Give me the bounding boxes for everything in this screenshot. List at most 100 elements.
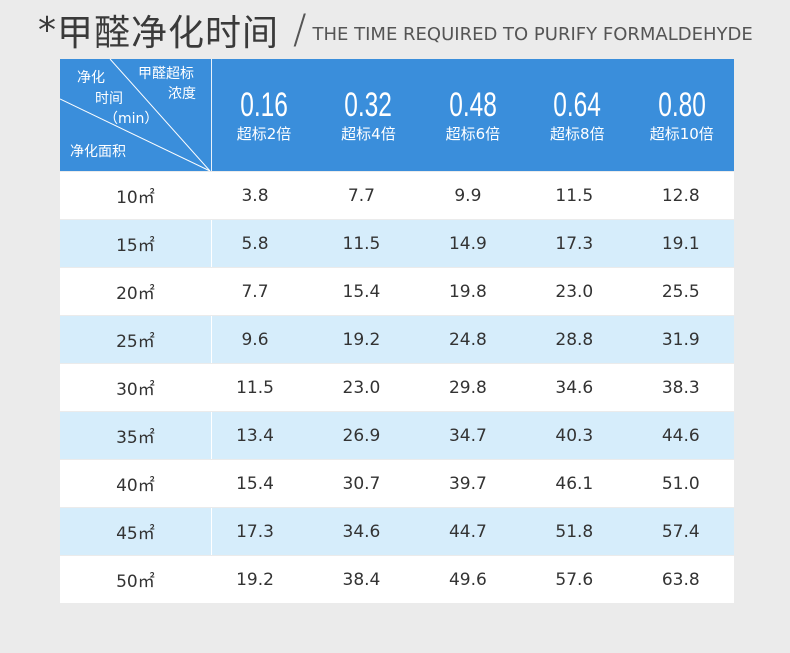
time-value-cell: 11.5 xyxy=(342,233,381,254)
time-value-cell: 3.8 xyxy=(241,185,269,206)
time-value-cell: 11.5 xyxy=(236,377,274,398)
time-value-cell: 17.3 xyxy=(555,233,594,254)
time-value-cell: 38.3 xyxy=(661,377,700,398)
header-col: 0.48 超标6倍 xyxy=(421,59,525,171)
time-value-cell: 13.4 xyxy=(236,425,274,446)
time-value-cell: 30.7 xyxy=(342,473,381,494)
value-cells: 15.4 30.7 39.7 46.1 51.0 xyxy=(212,474,734,494)
time-value-cell: 34.7 xyxy=(448,425,487,446)
header-col: 0.64 超标8倍 xyxy=(525,59,629,171)
table-row: 15㎡ 5.8 11.5 14.9 17.3 19.1 xyxy=(60,219,734,267)
diagonal-lines xyxy=(60,59,211,171)
value-cells: 7.7 15.4 19.8 23.0 25.5 xyxy=(212,282,734,302)
concentration-label-1: 甲醛超标 xyxy=(138,66,194,82)
time-value-cell: 19.2 xyxy=(342,329,381,350)
time-value-cell: 39.7 xyxy=(448,473,487,494)
table-row: 30㎡ 11.5 23.0 29.8 34.6 38.3 xyxy=(60,363,734,411)
time-label-2: 时间 xyxy=(95,91,123,107)
value-cells: 11.5 23.0 29.8 34.6 38.3 xyxy=(212,378,734,398)
time-value-cell: 34.6 xyxy=(555,377,594,398)
time-value-cell: 23.0 xyxy=(342,377,381,398)
time-value-cell: 14.9 xyxy=(448,233,487,254)
area-cell: 35㎡ xyxy=(60,412,212,459)
concentration-label-2: 浓度 xyxy=(168,86,196,102)
time-label-1: 净化 xyxy=(77,70,105,86)
time-value-cell: 19.2 xyxy=(236,569,274,590)
time-value-cell: 24.8 xyxy=(448,329,487,350)
table-row: 10㎡ 3.8 7.7 9.9 11.5 12.8 xyxy=(60,171,734,219)
time-value-cell: 44.7 xyxy=(448,521,487,542)
purification-time-table: 甲醛超标 浓度 净化 时间 （min） 净化面积 0.16 超标2倍 0.32 … xyxy=(60,59,734,603)
value-cells: 17.3 34.6 44.7 51.8 57.4 xyxy=(212,522,734,542)
time-value-cell: 19.8 xyxy=(448,281,487,302)
time-value-cell: 34.6 xyxy=(342,521,381,542)
time-value-cell: 63.8 xyxy=(661,569,700,590)
table-header: 甲醛超标 浓度 净化 时间 （min） 净化面积 0.16 超标2倍 0.32 … xyxy=(60,59,734,171)
table-row: 35㎡ 13.4 26.9 34.7 40.3 44.6 xyxy=(60,411,734,459)
value-cells: 13.4 26.9 34.7 40.3 44.6 xyxy=(212,426,734,446)
table-body: 10㎡ 3.8 7.7 9.9 11.5 12.8 15㎡ 5.8 11.5 14.9 17.3 19… xyxy=(60,171,734,603)
exceed-multiple: 超标2倍 xyxy=(236,125,292,143)
title-english: THE TIME REQUIRED TO PURIFY FORMALDEHYDE xyxy=(312,23,753,45)
concentration-value: 0.64 xyxy=(553,86,602,124)
value-cells: 19.2 38.4 49.6 57.6 63.8 xyxy=(212,570,734,590)
page-title: * 甲醛净化时间 / THE TIME REQUIRED TO PURIFY F… xyxy=(38,6,753,54)
concentration-value: 0.32 xyxy=(344,86,393,124)
area-cell: 45㎡ xyxy=(60,508,212,555)
time-value-cell: 28.8 xyxy=(555,329,594,350)
time-value-cell: 38.4 xyxy=(342,569,381,590)
table-row: 25㎡ 9.6 19.2 24.8 28.8 31.9 xyxy=(60,315,734,363)
area-cell: 40㎡ xyxy=(60,460,212,507)
time-value-cell: 17.3 xyxy=(236,521,274,542)
time-value-cell: 7.7 xyxy=(347,185,375,206)
table-row: 50㎡ 19.2 38.4 49.6 57.6 63.8 xyxy=(60,555,734,603)
header-col: 0.16 超标2倍 xyxy=(212,59,316,171)
table-row: 45㎡ 17.3 34.6 44.7 51.8 57.4 xyxy=(60,507,734,555)
time-value-cell: 19.1 xyxy=(661,233,700,254)
exceed-multiple: 超标10倍 xyxy=(649,125,714,143)
time-value-cell: 51.0 xyxy=(661,473,700,494)
exceed-multiple: 超标4倍 xyxy=(341,125,396,143)
title-chinese: 甲醛净化时间 xyxy=(57,13,280,54)
time-value-cell: 12.8 xyxy=(661,185,700,206)
time-value-cell: 9.9 xyxy=(454,185,482,206)
value-cells: 9.6 19.2 24.8 28.8 31.9 xyxy=(212,330,734,350)
time-value-cell: 9.6 xyxy=(241,329,269,350)
area-cell: 20㎡ xyxy=(60,268,212,315)
time-value-cell: 31.9 xyxy=(661,329,700,350)
time-value-cell: 57.6 xyxy=(555,569,594,590)
time-value-cell: 7.7 xyxy=(241,281,269,302)
exceed-multiple: 超标8倍 xyxy=(550,125,605,143)
header-col: 0.32 超标4倍 xyxy=(316,59,420,171)
time-value-cell: 40.3 xyxy=(555,425,594,446)
time-value-cell: 25.5 xyxy=(661,281,700,302)
time-value-cell: 44.6 xyxy=(661,425,700,446)
title-prefix: * xyxy=(38,9,57,51)
area-label: 净化面积 xyxy=(70,144,126,160)
time-label-3: （min） xyxy=(104,111,159,127)
area-cell: 25㎡ xyxy=(60,316,212,363)
time-value-cell: 46.1 xyxy=(555,473,594,494)
table-row: 40㎡ 15.4 30.7 39.7 46.1 51.0 xyxy=(60,459,734,507)
time-value-cell: 29.8 xyxy=(448,377,487,398)
area-cell: 30㎡ xyxy=(60,364,212,411)
title-separator: / xyxy=(293,7,307,53)
concentration-value: 0.16 xyxy=(240,86,288,124)
time-value-cell: 26.9 xyxy=(342,425,381,446)
concentration-value: 0.48 xyxy=(449,86,497,124)
time-value-cell: 11.5 xyxy=(555,185,594,206)
header-columns: 0.16 超标2倍 0.32 超标4倍 0.48 超标6倍 0.64 超标8倍 … xyxy=(212,59,734,171)
area-cell: 15㎡ xyxy=(60,220,212,267)
exceed-multiple: 超标6倍 xyxy=(445,125,501,143)
value-cells: 5.8 11.5 14.9 17.3 19.1 xyxy=(212,234,734,254)
time-value-cell: 15.4 xyxy=(236,473,274,494)
value-cells: 3.8 7.7 9.9 11.5 12.8 xyxy=(212,186,734,206)
time-value-cell: 57.4 xyxy=(661,521,700,542)
concentration-value: 0.80 xyxy=(657,86,706,124)
time-value-cell: 23.0 xyxy=(555,281,594,302)
time-value-cell: 5.8 xyxy=(241,233,269,254)
time-value-cell: 51.8 xyxy=(555,521,594,542)
header-corner-cell: 甲醛超标 浓度 净化 时间 （min） 净化面积 xyxy=(60,59,212,171)
area-cell: 10㎡ xyxy=(60,172,212,219)
time-value-cell: 49.6 xyxy=(448,569,487,590)
